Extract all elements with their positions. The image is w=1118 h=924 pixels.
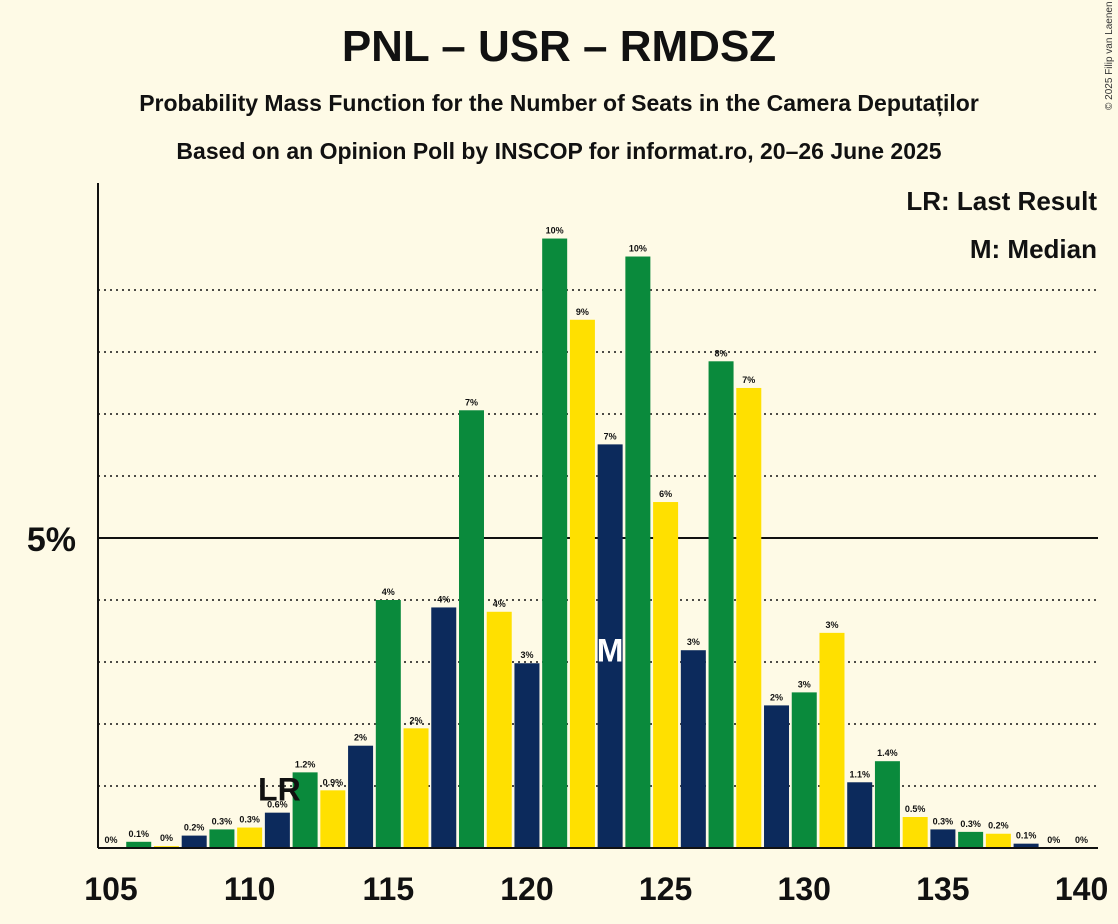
bar-label-126: 3% (687, 637, 700, 647)
bar-label-111: 0.6% (267, 800, 288, 810)
bar-label-120: 3% (520, 650, 533, 660)
chart-subtitle: Probability Mass Function for the Number… (139, 90, 979, 116)
bar-label-106: 0.1% (128, 829, 149, 839)
bar-129 (764, 705, 790, 848)
bar-122 (569, 319, 595, 848)
bar-124 (625, 256, 651, 848)
bar-label-109: 0.3% (212, 816, 233, 826)
bar-117 (431, 607, 457, 848)
x-tick-label-135: 135 (916, 871, 969, 907)
bar-134 (902, 817, 928, 848)
bar-label-133: 1.4% (877, 748, 898, 758)
bar-label-137: 0.2% (988, 821, 1009, 831)
bar-128 (736, 387, 762, 848)
bar-121 (542, 238, 568, 849)
bar-label-140: 0% (1075, 835, 1088, 845)
bar-126 (680, 650, 706, 848)
chart-title: PNL – USR – RMDSZ (341, 22, 777, 71)
bar-133 (874, 761, 900, 848)
x-tick-label-140: 140 (1055, 871, 1108, 907)
bar-110 (237, 827, 263, 848)
bar-label-108: 0.2% (184, 823, 205, 833)
bar-label-135: 0.3% (933, 816, 954, 826)
bar-115 (375, 600, 401, 848)
bar-136 (958, 831, 984, 848)
x-tick-label-115: 115 (362, 871, 414, 907)
bar-label-105: 0% (104, 835, 117, 845)
bar-label-122: 9% (576, 307, 589, 317)
x-tick-label-125: 125 (639, 871, 692, 907)
x-tick-label-130: 130 (778, 871, 831, 907)
bar-131 (819, 632, 845, 848)
bar-label-127: 8% (715, 348, 728, 358)
bar-label-115: 4% (382, 587, 395, 597)
bar-135 (930, 829, 956, 848)
bar-138 (1013, 843, 1039, 848)
bar-label-125: 6% (659, 489, 672, 499)
bar-116 (403, 728, 429, 848)
bar-109 (209, 829, 235, 848)
bar-label-134: 0.5% (905, 804, 926, 814)
bar-137 (985, 833, 1011, 848)
chart-subtitle-source: Based on an Opinion Poll by INSCOP for i… (176, 138, 942, 164)
bar-118 (458, 410, 484, 848)
bar-120 (514, 663, 540, 848)
bar-label-116: 2% (410, 715, 423, 725)
y-tick-label: 5% (27, 521, 76, 559)
bar-130 (791, 692, 817, 848)
bar-108 (181, 835, 207, 848)
bar-label-119: 4% (493, 599, 506, 609)
bar-label-117: 4% (437, 594, 450, 604)
bar-112 (292, 772, 318, 848)
x-tick-label-105: 105 (84, 871, 137, 907)
bar-127 (708, 361, 734, 848)
bar-label-132: 1.1% (849, 769, 870, 779)
bar-label-131: 3% (825, 620, 838, 630)
bar-label-121: 10% (546, 226, 564, 236)
bar-label-139: 0% (1047, 835, 1060, 845)
bar-label-114: 2% (354, 733, 367, 743)
bar-label-129: 2% (770, 692, 783, 702)
bar-label-123: 7% (604, 431, 617, 441)
bar-label-124: 10% (629, 244, 647, 254)
bar-label-112: 1.2% (295, 759, 316, 769)
bar-113 (320, 790, 346, 848)
bar-label-107: 0% (160, 833, 173, 843)
bar-label-113: 0.9% (323, 777, 344, 787)
legend-entry-1: M: Median (970, 234, 1097, 264)
bar-106 (126, 841, 152, 848)
bar-label-128: 7% (742, 375, 755, 385)
bar-123 (597, 444, 623, 848)
median-marker: M (597, 633, 624, 669)
bar-125 (653, 502, 679, 848)
bar-label-118: 7% (465, 397, 478, 407)
bar-label-136: 0.3% (960, 819, 981, 829)
bar-132 (847, 782, 873, 848)
legend-entry-0: LR: Last Result (906, 186, 1097, 216)
bar-label-110: 0.3% (239, 815, 260, 825)
bar-label-130: 3% (798, 679, 811, 689)
x-tick-label-110: 110 (224, 871, 276, 907)
bar-114 (348, 745, 374, 848)
x-tick-label-120: 120 (500, 871, 553, 907)
last-result-marker: LR (258, 772, 301, 808)
bar-label-138: 0.1% (1016, 831, 1037, 841)
bar-111 (264, 812, 290, 848)
bar-119 (486, 611, 512, 848)
